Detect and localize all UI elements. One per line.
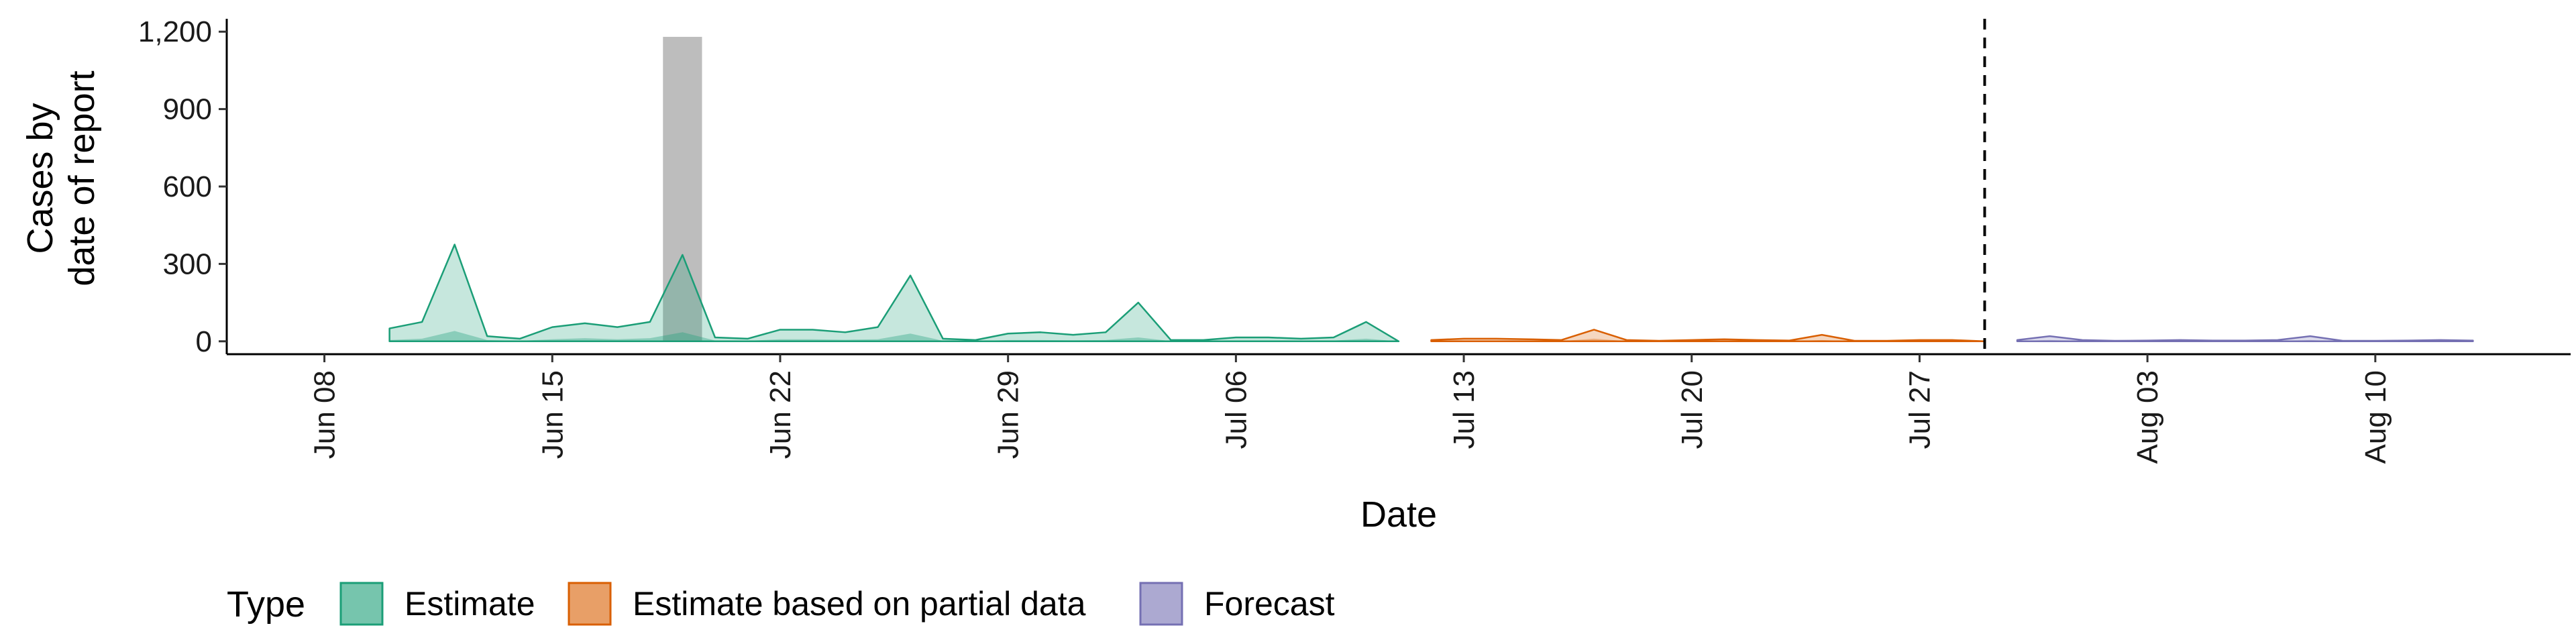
legend-title: Type <box>227 584 305 625</box>
y-tick-label: 1,200 <box>138 15 212 48</box>
reported-cases-bar <box>663 36 702 341</box>
legend-label: Estimate based on partial data <box>633 585 1086 623</box>
series-estimate-based-on-partial-data-outer-band <box>1430 329 1986 343</box>
x-tick-label: Jul 27 <box>1903 370 1936 449</box>
y-tick-label: 300 <box>163 248 212 280</box>
legend-item-forecast: Forecast <box>1139 582 1335 626</box>
y-tick-label: 600 <box>163 170 212 203</box>
series-estimate-inner-band <box>389 331 1399 341</box>
x-tick-label: Jul 13 <box>1448 370 1481 449</box>
x-tick-label: Jul 20 <box>1676 370 1709 449</box>
legend-label: Estimate <box>405 585 535 623</box>
y-axis-title: Cases bydate of report <box>20 70 102 286</box>
y-tick-label: 0 <box>196 325 212 358</box>
legend-swatch <box>339 582 384 626</box>
x-axis-title: Date <box>1360 494 1437 535</box>
x-tick-label: Jun 22 <box>764 370 797 459</box>
series-estimate-based-on-partial-data-inner-band <box>1431 338 1985 341</box>
x-tick-label: Aug 10 <box>2359 370 2392 464</box>
x-tick-label: Jun 29 <box>992 370 1025 459</box>
legend-item-estimate-based-on-partial-data: Estimate based on partial data <box>568 582 1086 626</box>
series-forecast-outer-band <box>2016 335 2474 343</box>
x-tick-label: Jun 08 <box>309 370 341 459</box>
x-tick-label: Aug 03 <box>2131 370 2164 464</box>
x-tick-label: Jul 06 <box>1220 370 1252 449</box>
series-forecast-inner-band <box>2017 339 2473 341</box>
legend-swatch <box>1139 582 1183 626</box>
legend-label: Forecast <box>1204 585 1335 623</box>
series-estimate-outer-band <box>388 244 1400 343</box>
legend-item-estimate: Estimate <box>339 582 535 626</box>
legend-swatch <box>568 582 612 626</box>
x-tick-label: Jun 15 <box>536 370 569 459</box>
y-tick-label: 900 <box>163 93 212 126</box>
